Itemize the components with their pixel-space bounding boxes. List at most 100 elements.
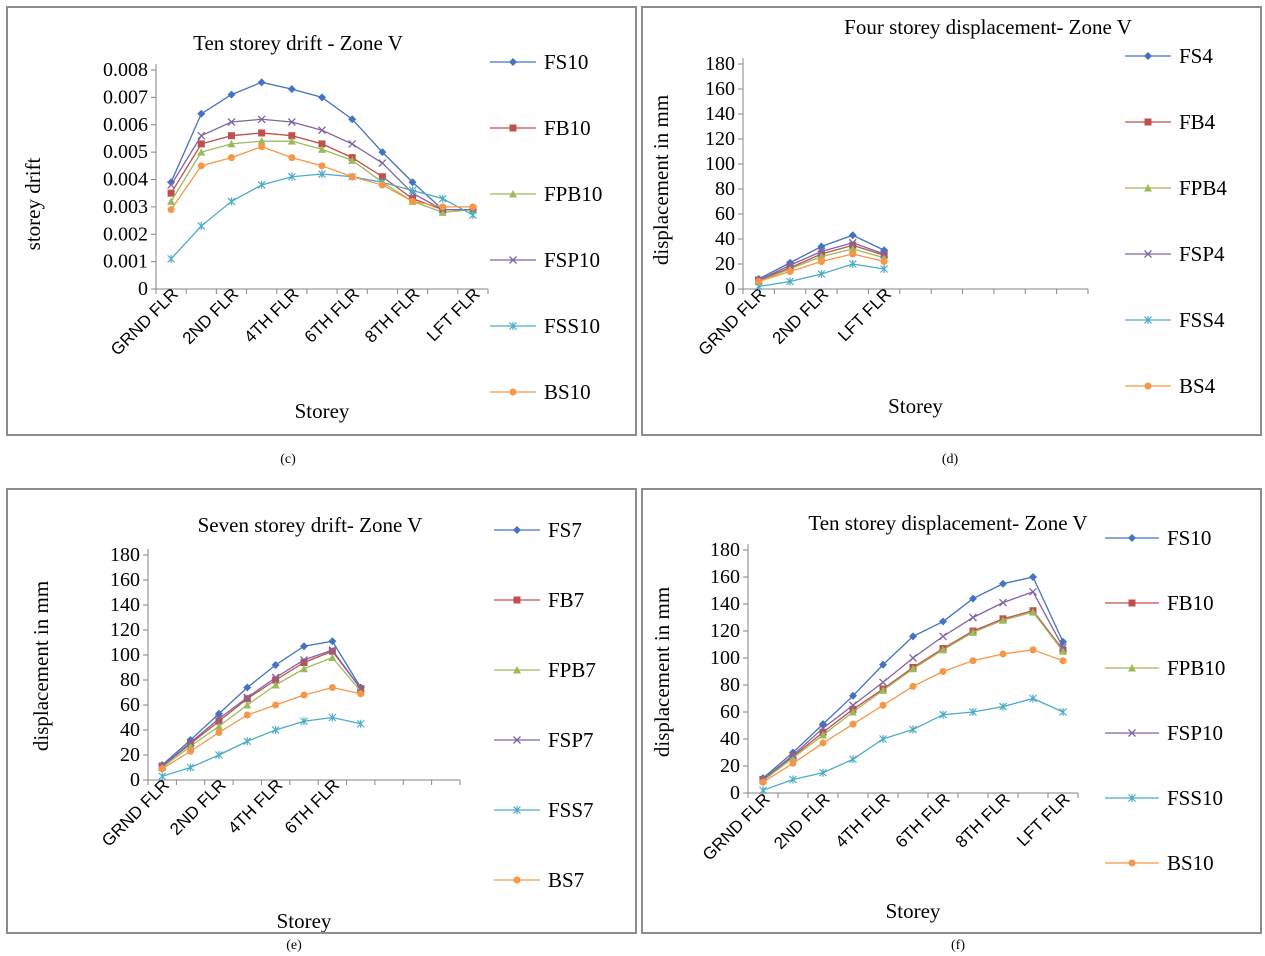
legend-label-fss10: FSS10 bbox=[544, 314, 600, 338]
legend-label-fb10: FB10 bbox=[544, 116, 591, 140]
data-point-fpb7 bbox=[300, 664, 308, 673]
series-line-fs7 bbox=[161, 640, 362, 766]
legend-label-fb4: FB4 bbox=[1179, 110, 1216, 134]
data-point-fb7 bbox=[328, 647, 336, 655]
data-point-bs10 bbox=[939, 668, 947, 675]
caption-e: (e) bbox=[286, 938, 302, 953]
data-point-bs10 bbox=[1059, 657, 1067, 665]
data-point-fss10 bbox=[879, 735, 887, 743]
data-point-fb7 bbox=[272, 676, 280, 684]
legend-label-fpb7: FPB7 bbox=[548, 658, 596, 682]
data-point-bs10 bbox=[849, 720, 857, 728]
data-point-fsp7 bbox=[356, 684, 365, 693]
y-tick-label-d: 120 bbox=[705, 128, 735, 150]
data-point-fsp10 bbox=[227, 118, 236, 126]
data-point-fs10 bbox=[167, 178, 176, 187]
data-point-fs10 bbox=[227, 90, 236, 99]
data-point-fb7 bbox=[215, 717, 223, 725]
data-point-fss4 bbox=[880, 265, 889, 273]
x-axis-title-c: Storey bbox=[295, 399, 350, 423]
data-point-fpb10 bbox=[1059, 647, 1067, 655]
y-tick-label-f: 120 bbox=[710, 620, 740, 642]
data-point-fs10 bbox=[318, 93, 326, 102]
chart-title-d: Four storey displacement- Zone V bbox=[844, 15, 1132, 39]
data-point-fsp4 bbox=[880, 250, 889, 258]
data-point-fss10 bbox=[197, 222, 206, 231]
x-axis-title-e: Storey bbox=[277, 909, 332, 932]
data-point-bs10 bbox=[258, 143, 266, 151]
legend-label-bs4: BS4 bbox=[1179, 374, 1216, 398]
y-tick-label-c: 0.004 bbox=[103, 169, 148, 191]
data-point-bs7 bbox=[215, 729, 223, 736]
legend-marker-fsp4 bbox=[1144, 250, 1152, 258]
data-point-fss10 bbox=[1059, 708, 1067, 716]
data-point-fss10 bbox=[759, 786, 767, 795]
y-axis-title-e: displacement in mm bbox=[29, 581, 53, 751]
data-point-fs7 bbox=[328, 637, 337, 646]
data-point-fss10 bbox=[318, 170, 326, 179]
legend-marker-fb10 bbox=[1128, 599, 1136, 607]
data-point-fsp10 bbox=[999, 598, 1007, 607]
data-point-fpb7 bbox=[214, 722, 223, 730]
y-tick-label-c: 0.006 bbox=[103, 114, 148, 136]
legend-marker-fs10 bbox=[1128, 534, 1136, 542]
y-tick-label-c: 0.005 bbox=[103, 141, 148, 163]
data-point-fsp10 bbox=[1059, 643, 1067, 652]
data-point-fpb10 bbox=[167, 197, 176, 205]
x-tick-label-c: 8TH FLR bbox=[361, 284, 423, 346]
data-point-fpb10 bbox=[318, 145, 326, 153]
data-point-fpb7 bbox=[271, 681, 280, 689]
y-tick-label-c: 0.007 bbox=[103, 86, 148, 108]
y-tick-label-e: 20 bbox=[120, 744, 140, 766]
data-point-fb7 bbox=[243, 695, 251, 703]
data-point-bs10 bbox=[969, 657, 977, 665]
y-tick-label-d: 80 bbox=[715, 178, 735, 200]
legend-marker-bs7 bbox=[513, 876, 521, 884]
data-point-fss10 bbox=[438, 194, 447, 203]
y-tick-label-c: 0.003 bbox=[103, 196, 148, 218]
data-point-bs7 bbox=[243, 711, 251, 719]
legend-marker-fsp10 bbox=[509, 256, 517, 264]
series-line-fs10 bbox=[762, 576, 1064, 779]
data-point-fsp10 bbox=[849, 701, 857, 710]
y-tick-label-c: 0.002 bbox=[103, 223, 148, 245]
legend-label-fs10: FS10 bbox=[544, 50, 588, 74]
x-tick-label-f: 6TH FLR bbox=[892, 789, 954, 851]
legend-label-bs10: BS10 bbox=[1167, 851, 1214, 875]
data-point-fss7 bbox=[243, 737, 252, 746]
y-tick-label-e: 40 bbox=[120, 719, 140, 741]
legend-marker-bs10 bbox=[509, 388, 517, 396]
data-point-fss10 bbox=[408, 186, 417, 195]
data-point-fsp10 bbox=[939, 632, 947, 641]
data-point-fss10 bbox=[257, 180, 266, 189]
y-tick-label-f: 80 bbox=[720, 674, 740, 696]
y-tick-label-f: 160 bbox=[710, 566, 740, 588]
data-point-fsp7 bbox=[243, 693, 252, 702]
data-point-fs4 bbox=[848, 231, 857, 240]
data-point-fpb10 bbox=[197, 148, 206, 156]
data-point-fpb4 bbox=[817, 252, 826, 260]
data-point-bs10 bbox=[318, 162, 326, 170]
y-tick-label-e: 160 bbox=[110, 569, 140, 591]
data-point-fb10 bbox=[288, 132, 296, 140]
data-point-fsp7 bbox=[300, 656, 308, 664]
data-point-fss10 bbox=[1029, 694, 1037, 703]
caption-c: (c) bbox=[280, 452, 296, 467]
data-point-fpb10 bbox=[789, 753, 797, 762]
legend-label-fpb10: FPB10 bbox=[544, 182, 602, 206]
legend-label-fsp4: FSP4 bbox=[1179, 242, 1225, 266]
data-point-fss7 bbox=[186, 763, 195, 772]
legend-marker-fsp7 bbox=[513, 736, 521, 744]
legend-label-fb7: FB7 bbox=[548, 588, 584, 612]
data-point-fs10 bbox=[408, 178, 417, 187]
caption-d: (d) bbox=[941, 452, 959, 467]
data-point-bs10 bbox=[378, 181, 386, 189]
data-point-fss4 bbox=[848, 260, 857, 268]
y-axis-title-f: displacement in mm bbox=[650, 587, 674, 757]
y-tick-label-f: 60 bbox=[720, 701, 740, 723]
data-point-bs7 bbox=[300, 691, 308, 699]
y-tick-label-c: 0 bbox=[138, 278, 148, 300]
legend-marker-fss10 bbox=[1128, 794, 1136, 802]
chart-svg-c: Ten storey drift - Zone V 0 0.001 0.002 0.00… bbox=[21, 31, 602, 423]
data-point-fsp10 bbox=[318, 126, 326, 135]
